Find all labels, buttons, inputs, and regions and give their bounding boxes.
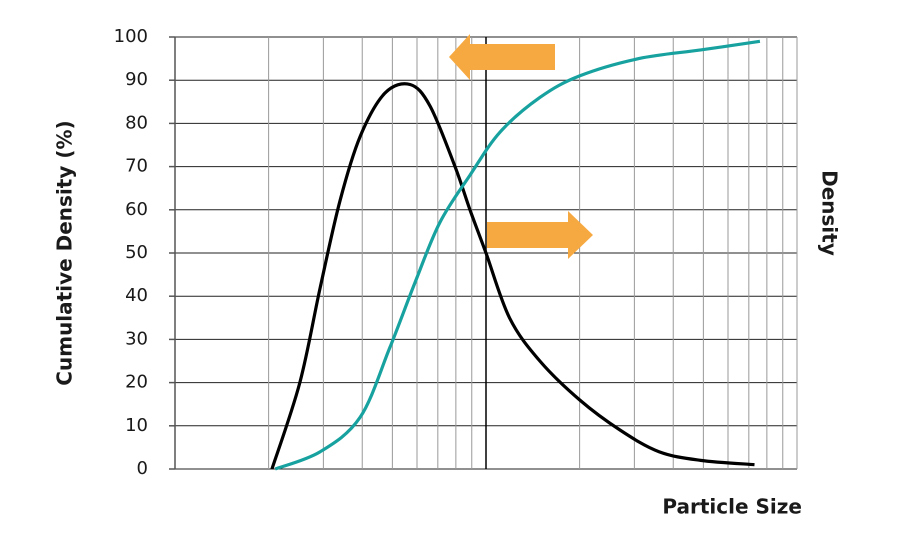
y-tick-label: 80 xyxy=(125,112,148,133)
y-tick-label: 40 xyxy=(125,285,148,306)
line xyxy=(274,39,761,471)
y2-axis-title: Density xyxy=(818,170,842,256)
grid xyxy=(169,36,798,470)
y-tick-label: 30 xyxy=(125,328,148,349)
y-tick-label: 90 xyxy=(125,69,148,90)
arrow-left xyxy=(449,34,555,80)
y-tick-label: 100 xyxy=(114,26,148,47)
y-tick-label: 70 xyxy=(125,156,148,177)
y-tick-label: 50 xyxy=(125,242,148,263)
y-tick-label: 20 xyxy=(125,372,148,393)
y-tick-label: 0 xyxy=(137,458,148,479)
line xyxy=(270,82,755,470)
arrow-right xyxy=(487,211,593,259)
y-tick-label: 10 xyxy=(125,415,148,436)
y-tick-label: 60 xyxy=(125,199,148,220)
y-axis-title: Cumulative Density (%) xyxy=(53,120,77,385)
x-axis-title: Particle Size xyxy=(662,495,802,519)
curves xyxy=(270,39,761,471)
